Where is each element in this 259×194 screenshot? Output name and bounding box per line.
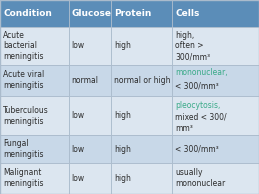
Bar <box>172 135 259 163</box>
Text: Cells: Cells <box>175 9 200 18</box>
Text: Tuberculous
meningitis: Tuberculous meningitis <box>3 106 49 126</box>
Bar <box>69 96 111 135</box>
Bar <box>111 135 172 163</box>
Bar <box>111 0 172 27</box>
Text: low: low <box>72 145 85 153</box>
Text: Glucose: Glucose <box>72 9 112 18</box>
Bar <box>69 27 111 65</box>
Text: usually
mononuclear: usually mononuclear <box>175 168 226 188</box>
Bar <box>0 135 69 163</box>
Bar <box>69 65 111 96</box>
Text: Acute
bacterial
meningitis: Acute bacterial meningitis <box>3 31 44 61</box>
Bar <box>172 0 259 27</box>
Text: high: high <box>114 145 131 153</box>
Bar <box>0 96 69 135</box>
Bar <box>172 163 259 194</box>
Text: high: high <box>114 111 131 120</box>
Text: mm³: mm³ <box>175 124 193 133</box>
Bar <box>111 65 172 96</box>
Bar <box>111 96 172 135</box>
Text: normal or high: normal or high <box>114 76 171 85</box>
Text: Malignant
meningitis: Malignant meningitis <box>3 168 44 188</box>
Text: mixed < 300/: mixed < 300/ <box>175 112 227 121</box>
Text: mononuclear,: mononuclear, <box>175 68 228 77</box>
Text: normal: normal <box>72 76 99 85</box>
Bar <box>0 0 69 27</box>
Text: Condition: Condition <box>3 9 52 18</box>
Bar <box>172 27 259 65</box>
Text: < 300/mm³: < 300/mm³ <box>175 81 219 90</box>
Bar <box>69 135 111 163</box>
Bar <box>0 65 69 96</box>
Text: pleocytosis,: pleocytosis, <box>175 101 221 110</box>
Text: < 300/mm³: < 300/mm³ <box>175 145 219 153</box>
Text: Acute viral
meningitis: Acute viral meningitis <box>3 70 44 90</box>
Bar <box>172 96 259 135</box>
Text: high: high <box>114 41 131 50</box>
Text: Protein: Protein <box>114 9 152 18</box>
Bar <box>69 0 111 27</box>
Text: high,
often >
300/mm³: high, often > 300/mm³ <box>175 31 211 61</box>
Bar <box>172 65 259 96</box>
Bar <box>111 27 172 65</box>
Text: low: low <box>72 174 85 183</box>
Text: low: low <box>72 41 85 50</box>
Bar <box>69 163 111 194</box>
Text: high: high <box>114 174 131 183</box>
Bar <box>0 163 69 194</box>
Bar <box>0 27 69 65</box>
Text: low: low <box>72 111 85 120</box>
Text: Fungal
meningitis: Fungal meningitis <box>3 139 44 159</box>
Bar <box>111 163 172 194</box>
